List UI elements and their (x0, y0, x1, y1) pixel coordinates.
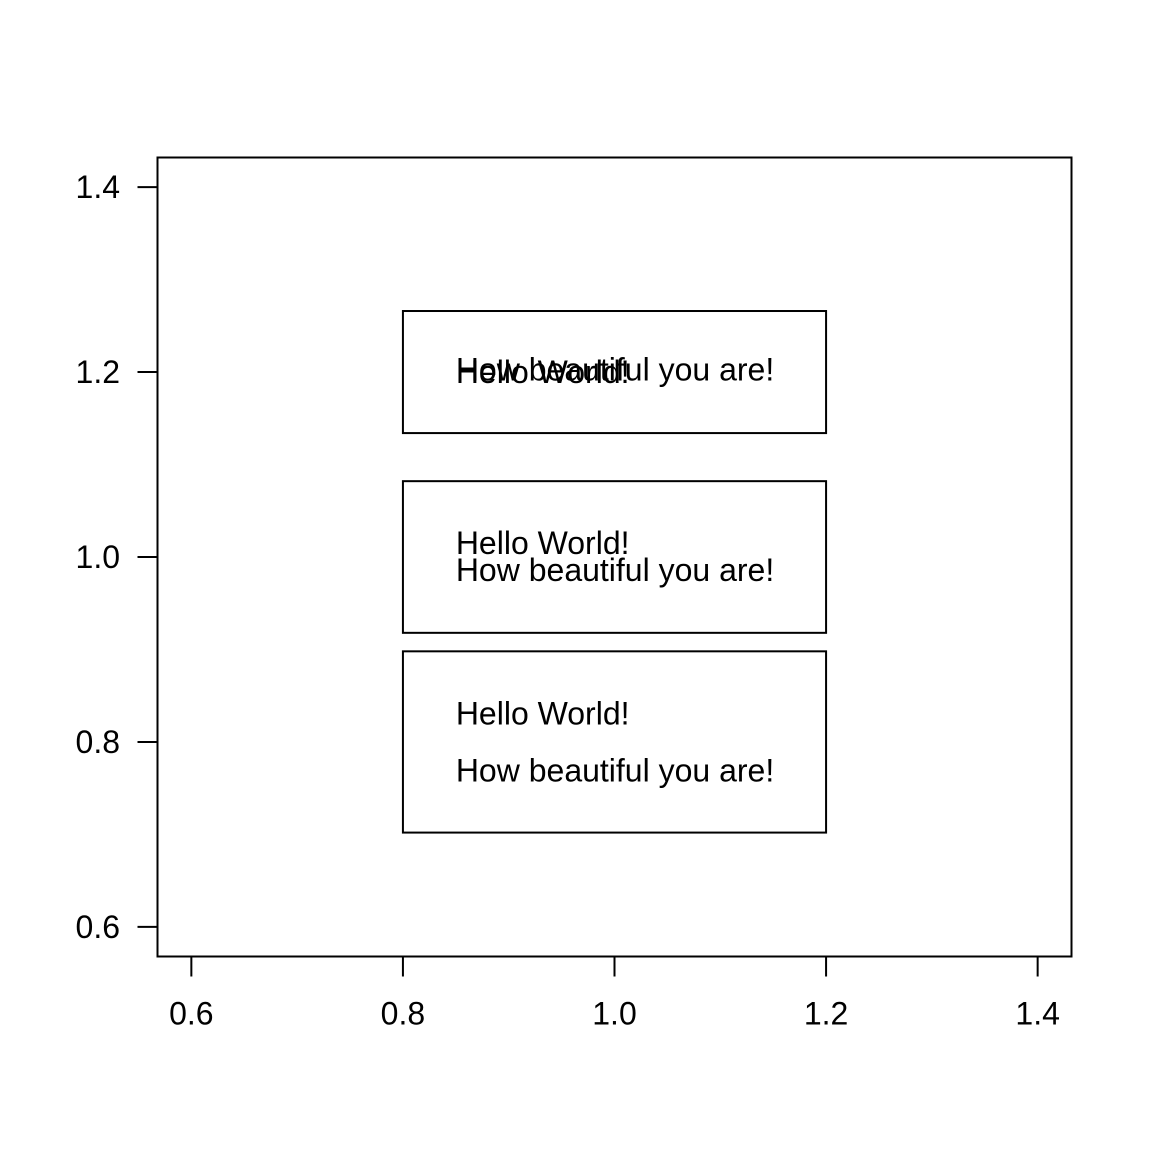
text-box-group: Hello World!How beautiful you are! (401, 480, 828, 634)
text-box-line: How beautiful you are! (456, 351, 774, 387)
x-tick-label: 0.6 (169, 996, 213, 1032)
text-box-group: Hello World!How beautiful you are! (401, 310, 828, 435)
text-box-line: How beautiful you are! (456, 552, 774, 588)
text-box (401, 310, 828, 435)
y-tick-label: 0.6 (76, 909, 120, 945)
x-tick-label: 0.8 (381, 996, 425, 1032)
text-box-group: Hello World! How beautiful you are! (401, 650, 828, 834)
x-axis: 0.6 0.8 1.0 1.2 1.4 (169, 956, 1060, 1032)
text-boxes: Hello World!How beautiful you are!Hello … (401, 310, 828, 834)
text-box (401, 480, 828, 634)
x-tick-label: 1.2 (804, 996, 848, 1032)
text-box (401, 650, 828, 834)
x-tick-label: 1.4 (1015, 996, 1059, 1032)
y-tick-label: 1.2 (76, 354, 120, 390)
text-box-line: Hello World! (456, 695, 630, 731)
x-tick-label: 1.0 (592, 996, 636, 1032)
text-box-line: How beautiful you are! (456, 753, 774, 789)
y-tick-label: 0.8 (76, 724, 120, 760)
y-axis: 0.6 0.8 1.0 1.2 1.4 (76, 169, 158, 945)
text-box-line: Hello World! (456, 525, 630, 561)
text-box-line: Hello World! (456, 354, 630, 390)
y-tick-label: 1.4 (76, 169, 120, 205)
y-tick-label: 1.0 (76, 539, 120, 575)
